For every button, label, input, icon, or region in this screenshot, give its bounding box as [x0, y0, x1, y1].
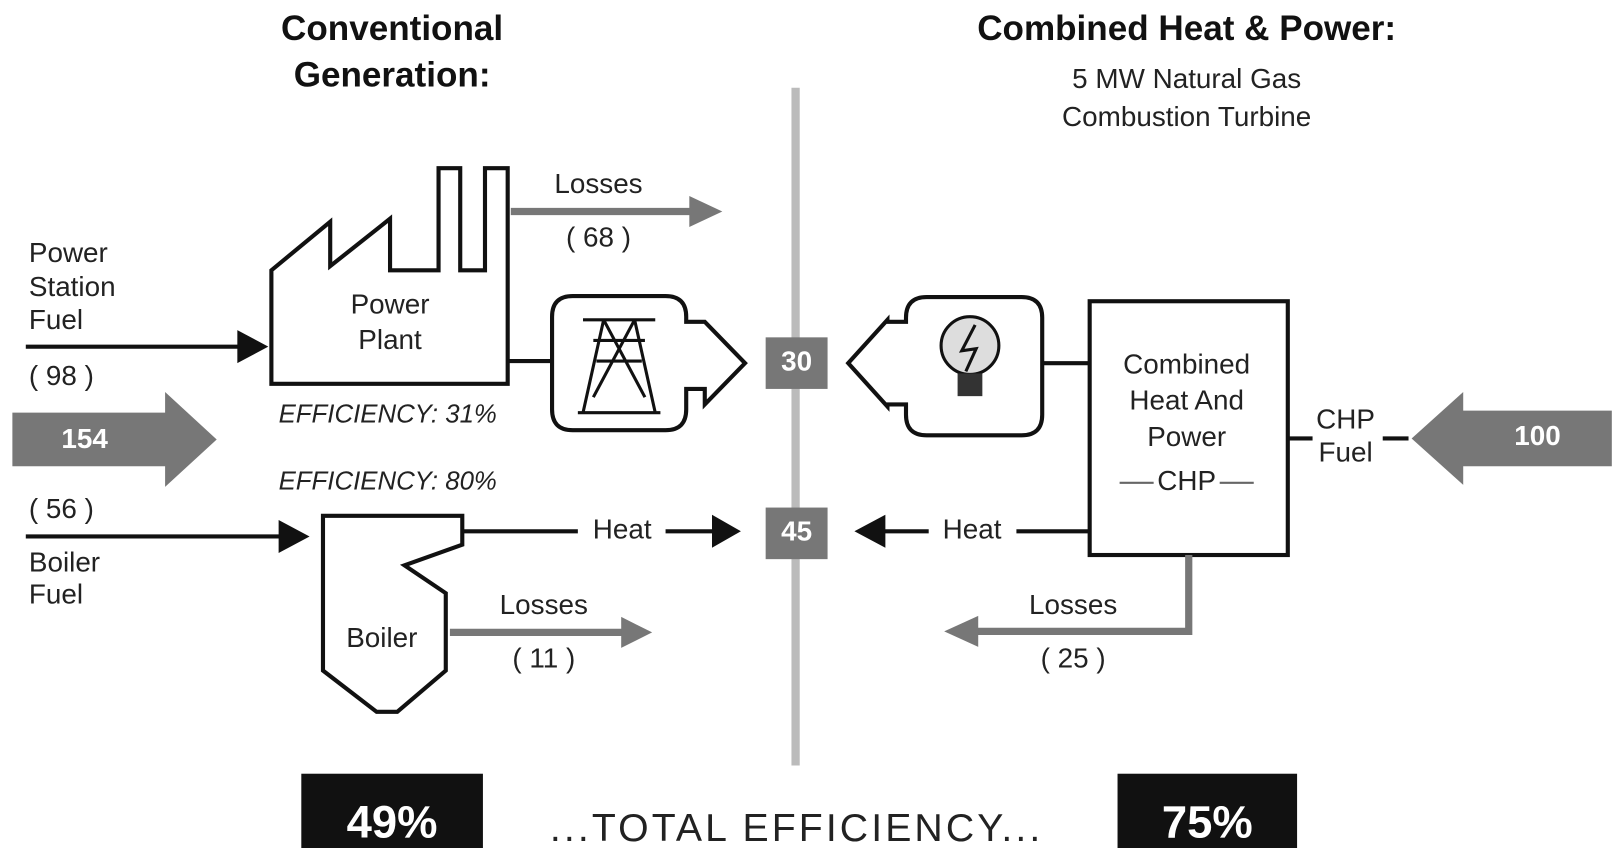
amount: ( 25 ) [1041, 643, 1106, 674]
label: Heat [943, 514, 1002, 545]
amount: ( 68 ) [566, 222, 631, 253]
label: Losses [1029, 589, 1117, 620]
title: Combined Heat & Power: [977, 9, 1396, 48]
label: Heat And [1129, 385, 1244, 416]
label: Losses [554, 168, 642, 199]
amount: 154 [61, 423, 108, 454]
shapes [12, 87, 1612, 848]
efficiency-total: 49% [347, 796, 438, 847]
label: Power [1147, 421, 1226, 452]
label: CHP [1157, 465, 1216, 496]
efficiency: EFFICIENCY: 80% [279, 468, 497, 496]
efficiency-total: 75% [1162, 796, 1253, 847]
amount: ( 11 ) [512, 643, 575, 674]
label: Fuel [29, 579, 83, 610]
subtitle: Combustion Turbine [1062, 101, 1311, 132]
title: Generation: [294, 56, 491, 95]
label: Power [351, 289, 430, 320]
footer: ...TOTAL EFFICIENCY... [550, 807, 1043, 848]
amount: 100 [1514, 420, 1560, 451]
label: CHP [1316, 403, 1375, 434]
efficiency: EFFICIENCY: 31% [279, 401, 497, 429]
label: Combined [1123, 349, 1250, 380]
label: Plant [358, 324, 422, 355]
amount: ( 98 ) [29, 360, 94, 391]
amount: 45 [781, 516, 812, 547]
label: Losses [500, 589, 588, 620]
title: Conventional [281, 9, 503, 48]
label: Fuel [29, 304, 83, 335]
amount: 30 [781, 345, 812, 376]
label: Boiler [346, 622, 417, 653]
label: Power [29, 237, 108, 268]
label: Boiler [29, 547, 100, 578]
amount: ( 56 ) [29, 493, 94, 524]
label: Heat [593, 514, 652, 545]
subtitle: 5 MW Natural Gas [1072, 63, 1301, 94]
label: Station [29, 271, 116, 302]
label: Fuel [1318, 436, 1372, 467]
